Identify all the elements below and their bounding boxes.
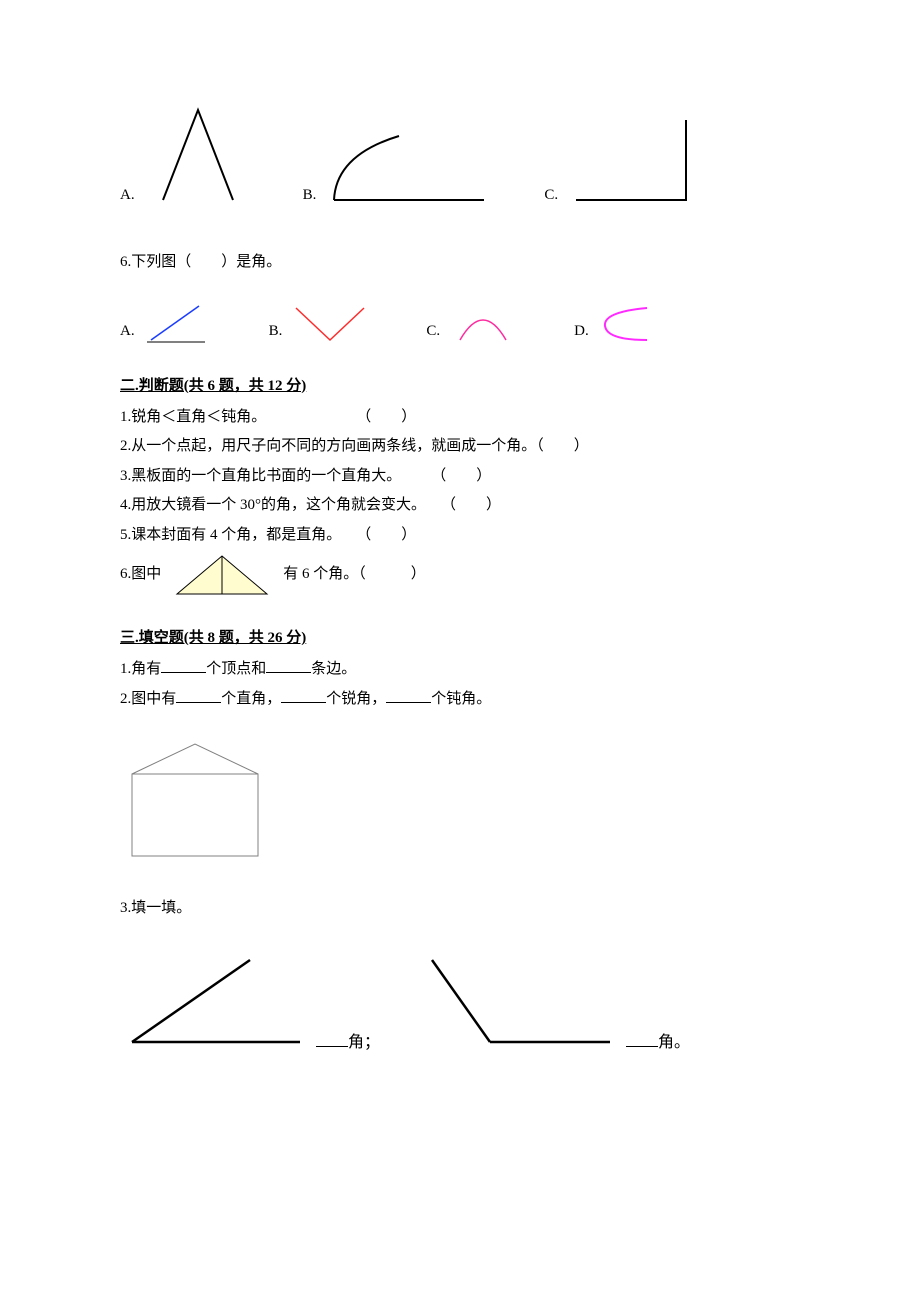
s3-q3-a1-blank: 角； [316,1028,380,1052]
s3-q2-b: 个直角， [221,691,281,707]
q6-options-row: A. B. C. D. [120,300,800,346]
q6-a-label: A. [120,323,135,340]
s3-q1: 1.角有 个顶点和 条边。 [120,657,800,683]
s2-q3: 3.黑板面的一个直角比书面的一个直角大。 （ ） [120,464,800,490]
s2-q6-post: 有 6 个角。（ ） [283,562,426,588]
house-figure [120,736,800,866]
blank [266,658,311,673]
s3-q3-a1-suffix: 角； [348,1034,380,1051]
q6-d-label: D. [574,323,589,340]
curve-shape [324,130,494,210]
q5-options-row: A. B. C. [120,100,800,210]
s2-q6: 6.图中 有 6 个角。（ ） [120,552,800,598]
s3-q3-title: 3.填一填。 [120,896,800,922]
s2-q1: 1.锐角＜直角＜钝角。 （ ） [120,405,800,431]
q6-c-label: C. [426,323,440,340]
right-angle-shape [566,110,696,210]
s3-q2: 2.图中有 个直角， 个锐角， 个钝角。 [120,687,800,713]
blank [176,688,221,703]
s3-q3-angle1: 角； [120,952,380,1052]
page-content: A. B. C. 6.下列图（ ）是角。 A. [0,0,920,1152]
s3-q1-b: 个顶点和 [206,661,266,677]
q6-option-c: C. [426,306,518,346]
q6-c-shape [448,306,518,346]
blank [386,688,431,703]
s3-q3-a2-suffix: 角。 [658,1034,690,1051]
section2-title: 二.判断题(共 6 题，共 12 分) [120,374,800,395]
s3-q2-a: 2.图中有 [120,691,176,707]
section3-title: 三.填空题(共 8 题，共 26 分) [120,626,800,647]
s2-q2: 2.从一个点起，用尺子向不同的方向画两条线，就画成一个角。（ ） [120,434,800,460]
q6-option-a: A. [120,300,213,346]
s2-q4: 4.用放大镜看一个 30°的角，这个角就会变大。 （ ） [120,493,800,519]
q6-d-shape [597,302,657,346]
s2-q5: 5.课本封面有 4 个角，都是直角。 （ ） [120,523,800,549]
acute-angle-figure [120,952,310,1052]
s3-q3-a2-blank: 角。 [626,1028,690,1052]
q5-a-label: A. [120,187,135,204]
s3-q2-d: 个钝角。 [431,691,491,707]
q6-b-label: B. [269,323,283,340]
q6-a-shape [143,300,213,346]
q5-option-a: A. [120,100,253,210]
s3-q3-row: 角； 角。 [120,952,800,1052]
triangle-icon [167,552,277,598]
q5-option-c: C. [544,110,696,210]
s3-q3-angle2: 角。 [420,952,690,1052]
blank [161,658,206,673]
acute-angle-shape [143,100,253,210]
blank [281,688,326,703]
q5-option-b: B. [303,130,495,210]
s2-q6-pre: 6.图中 [120,562,161,588]
s3-q1-c: 条边。 [311,661,356,677]
q6-b-shape [290,302,370,346]
q6-text: 6.下列图（ ）是角。 [120,250,800,276]
s3-q2-c: 个锐角， [326,691,386,707]
q6-option-b: B. [269,302,371,346]
q6-option-d: D. [574,302,657,346]
s3-q1-a: 1.角有 [120,661,161,677]
q5-b-label: B. [303,187,317,204]
obtuse-angle-figure [420,952,620,1052]
q5-c-label: C. [544,187,558,204]
